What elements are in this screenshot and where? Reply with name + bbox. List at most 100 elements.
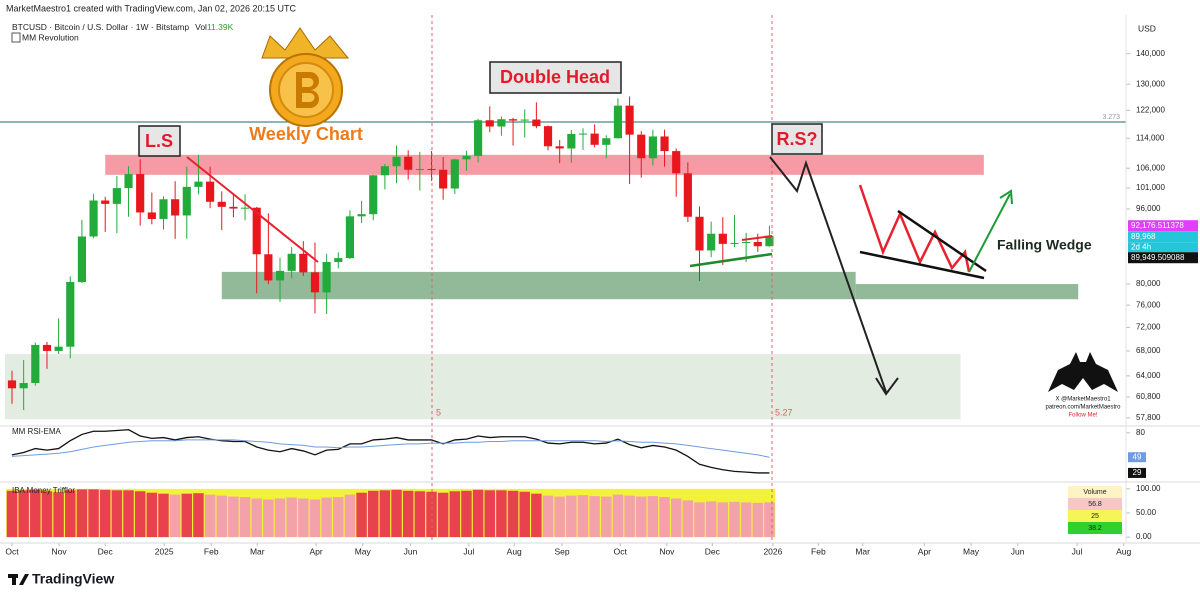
candle-body [637, 134, 646, 159]
price-label: 89,949.509088 [1131, 253, 1185, 262]
x-tick-label: Jun [1011, 546, 1025, 556]
candle-body [427, 168, 436, 170]
arrow-head [875, 377, 899, 396]
candle-body [77, 236, 86, 282]
candle-body [578, 133, 588, 135]
levels-title: Volume [1083, 489, 1106, 496]
bar [30, 489, 41, 538]
bar [624, 495, 635, 538]
x-tick-label: Sep [554, 546, 569, 556]
bar [589, 496, 600, 538]
candle-body [625, 105, 634, 135]
y-tick-label: 68,000 [1136, 346, 1161, 355]
volume-value: 11.39K [207, 22, 234, 32]
y-tick-label: 80,000 [1136, 279, 1161, 288]
candle-body [159, 199, 168, 219]
bar [461, 490, 472, 538]
y-tick-label: 80 [1136, 428, 1145, 437]
bar [356, 492, 367, 538]
candle-body [171, 199, 180, 216]
bar [694, 502, 705, 538]
levels-box-header [1068, 486, 1122, 498]
candle-body [450, 159, 459, 189]
bar-background [6, 488, 776, 538]
candle-body [299, 253, 308, 273]
panel-title: MM RSI-EMA [12, 427, 62, 436]
level-cell [1068, 510, 1122, 522]
zone [105, 154, 984, 175]
candle-body [217, 201, 226, 207]
x-tick-label: Apr [310, 546, 323, 556]
x-tick-label: 2026 [763, 546, 782, 556]
y-tick-label: 76,000 [1136, 300, 1161, 309]
candle-body [520, 119, 529, 121]
bar [414, 491, 426, 538]
indicator-icon [11, 32, 21, 43]
brand: TradingView [32, 571, 114, 587]
bar [764, 502, 775, 538]
trendline [689, 252, 773, 268]
candle-body [648, 136, 657, 159]
candle-body [602, 138, 611, 145]
candle-body [101, 200, 110, 204]
bar [18, 490, 29, 538]
candle-body [485, 120, 494, 127]
bar [53, 492, 64, 538]
y-unit: USD [1138, 23, 1156, 33]
breakout-arrow [968, 193, 1011, 273]
bar [6, 490, 18, 538]
candle-body [613, 105, 623, 139]
candle-body [543, 126, 553, 147]
candle-body [497, 119, 506, 127]
x-tick-label: Nov [52, 546, 68, 556]
candle-body [182, 186, 191, 216]
coin-symbol [296, 72, 319, 108]
candle-body [42, 344, 52, 351]
price-label: 92,176.511378 [1131, 221, 1184, 230]
line-series [11, 429, 770, 474]
y-tick-label: 100.00 [1136, 484, 1161, 493]
level-value: 25 [1091, 513, 1099, 520]
bar [636, 496, 647, 538]
trendline [186, 156, 319, 263]
candle-body [124, 174, 133, 189]
x-tick-label: Feb [811, 546, 826, 556]
bar [321, 497, 332, 538]
bar [437, 492, 449, 538]
y-tick-label: 106,000 [1136, 163, 1165, 172]
plot: 3.273 140,000 130,000 122,000 114,000 106,000… [0, 49, 1198, 556]
bar [181, 493, 193, 538]
bar [111, 490, 123, 538]
bar [298, 498, 309, 538]
annotation-box [138, 125, 181, 157]
brand-icon [12, 574, 16, 585]
x-tick-label: Aug [1116, 546, 1131, 556]
level-cell [1068, 498, 1122, 510]
x-tick-label: Feb [204, 546, 219, 556]
x-tick-label: May [963, 546, 980, 556]
candle-body [415, 168, 424, 170]
annotation-box [489, 61, 622, 94]
level-value: 38.2 [1088, 525, 1102, 532]
indicator-name: MM Revolution [22, 32, 79, 42]
candle-body [252, 207, 261, 255]
bar [402, 490, 414, 538]
chart-title: BTCUSD · Bitcoin / U.S. Dollar · 1W · Bi… [12, 22, 234, 32]
candle-body [334, 258, 343, 262]
candle-body [54, 346, 63, 351]
candle-body [310, 272, 320, 293]
y-tick-label: 60,800 [1136, 392, 1161, 401]
bar [239, 497, 251, 538]
price-label: 89,968 [1131, 232, 1156, 241]
candle-body [707, 233, 716, 251]
bar [193, 493, 204, 538]
y-tick-label: 72,000 [1136, 323, 1161, 332]
last-value-label: 49 [1133, 452, 1142, 461]
bar [263, 499, 274, 538]
marker-label: 5 [436, 407, 441, 417]
x-tick-label: Oct [5, 546, 19, 556]
bar [507, 490, 519, 538]
bar [134, 491, 146, 538]
wedge-line [859, 250, 985, 280]
